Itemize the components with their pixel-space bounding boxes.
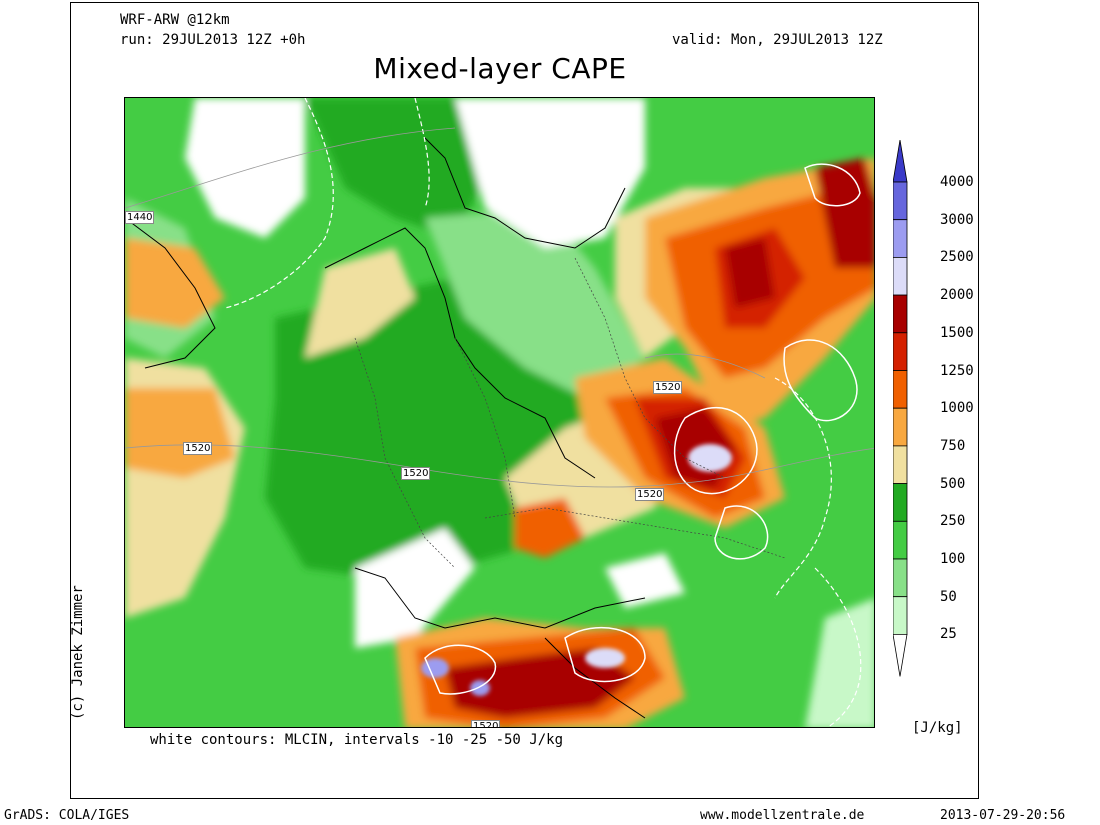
field-250-north — [305, 98, 485, 238]
colorbar-cell-1000 — [893, 370, 908, 409]
map-footnote: white contours: MLCIN, intervals -10 -25… — [150, 732, 564, 748]
contour-label-1520-west: 1520 — [183, 442, 213, 455]
field-0-alps-east — [605, 553, 685, 608]
field-2000-blob-2 — [585, 648, 625, 668]
colorbar-cell-3000 — [893, 181, 908, 221]
colorbar-cell-2000 — [893, 257, 908, 296]
mlcin-contours-dashed — [224, 98, 862, 727]
colorbar-tick-label: 4000 — [940, 174, 974, 190]
colorbar-tick-label: 1500 — [940, 324, 974, 341]
chart-title: Mixed-layer CAPE — [373, 52, 627, 85]
colorbar-cell-2500 — [893, 219, 908, 258]
field-1500-italy — [445, 648, 635, 718]
colorbar-cell-500 — [893, 445, 908, 484]
cape-map: 1440 1520 1520 1520 1520 1520 — [124, 97, 875, 728]
contour-label-1520-south: 1520 — [635, 488, 665, 501]
colorbar-cell-25 — [893, 596, 908, 635]
field-25-southeast — [805, 598, 874, 727]
colorbar-cell-750 — [893, 407, 908, 447]
colorbar-cell-250 — [893, 483, 908, 522]
contour-label-1520-central: 1520 — [401, 467, 431, 480]
colorbar-tick-label: 500 — [940, 475, 966, 492]
contour-label-1520-east: 1520 — [653, 381, 683, 394]
footer-center: www.modellzentrale.de — [700, 808, 865, 823]
colorbar-cell-100 — [893, 520, 908, 560]
field-2000-blob-1 — [688, 444, 732, 472]
colorbar — [893, 140, 908, 677]
field-750-fr — [125, 388, 235, 478]
valid-label: valid: Mon, 29JUL2013 12Z — [672, 32, 883, 48]
colorbar-tick-label: 1000 — [940, 400, 974, 417]
unit-label: [J/kg] — [912, 720, 963, 736]
field-50-patch — [425, 208, 645, 398]
colorbar-tick-label: 250 — [940, 513, 966, 530]
colorbar-cell-1500 — [893, 294, 908, 334]
field-2500-blob-1 — [421, 658, 449, 678]
colorbar-cell-50 — [893, 558, 908, 598]
colorbar-cell-1250 — [893, 332, 908, 371]
field-1000-slovenia — [515, 498, 585, 558]
colorbar-tick-label: 50 — [940, 588, 957, 605]
borders — [354, 257, 786, 569]
field-1500-northeast — [815, 158, 874, 268]
height-contours — [125, 127, 874, 488]
field-500-northsea — [305, 248, 415, 358]
field-0-north — [455, 98, 645, 248]
colorbar-tick-label: 3000 — [940, 211, 974, 228]
plot-frame — [70, 2, 979, 799]
footer-left: GrADS: COLA/IGES — [4, 808, 130, 823]
mlcin-contours — [424, 163, 861, 695]
contour-label-1440: 1440 — [125, 211, 155, 224]
model-label: WRF-ARW @12km — [120, 12, 230, 28]
field-0-northwest — [185, 98, 305, 238]
field-750-uk — [125, 238, 225, 328]
footer-right: 2013-07-29-20:56 — [940, 808, 1066, 823]
colorbar-tick-label: 2500 — [940, 249, 974, 266]
credit-label: (c) Janek Zimmer — [70, 585, 86, 720]
field-1500-east — [725, 238, 775, 308]
colorbar-bottom-triangle — [893, 634, 908, 677]
map-field — [125, 98, 874, 727]
colorbar-tick-label: 1250 — [940, 362, 974, 379]
run-label: run: 29JUL2013 12Z +0h — [120, 32, 306, 48]
colorbar-tick-label: 750 — [940, 437, 966, 454]
colorbar-tick-label: 2000 — [940, 287, 974, 304]
colorbar-tick-label: 25 — [940, 626, 957, 643]
contour-label-1520-bottom: 1520 — [471, 720, 501, 727]
colorbar-tick-label: 100 — [940, 551, 966, 567]
colorbar-top-triangle — [893, 140, 908, 183]
